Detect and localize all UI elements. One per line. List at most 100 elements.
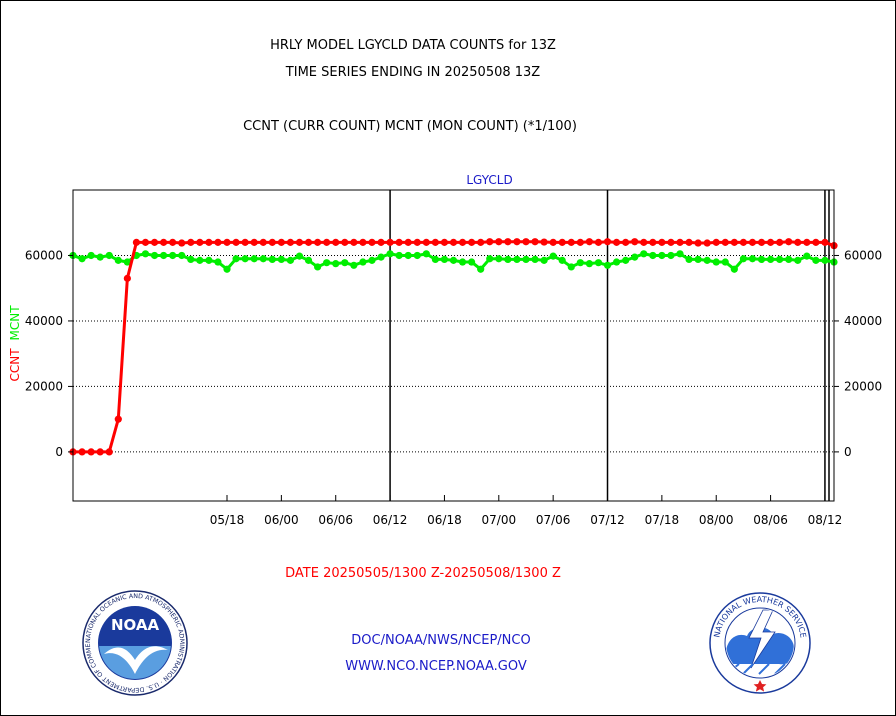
data-point-ccnt (341, 238, 349, 246)
data-point-ccnt (449, 238, 458, 246)
data-point-mcnt (223, 265, 231, 273)
data-point-mcnt (205, 256, 213, 264)
data-point-ccnt (803, 238, 811, 246)
data-point-mcnt (159, 251, 168, 260)
data-point-ccnt (404, 238, 412, 246)
data-point-ccnt (350, 238, 358, 246)
data-point-ccnt (359, 238, 367, 246)
data-point-mcnt (323, 259, 331, 267)
x-tick-label: 08/06 (753, 513, 788, 527)
data-point-mcnt (187, 255, 195, 264)
chart-title-line2: TIME SERIES ENDING IN 20250508 13Z (285, 65, 541, 80)
data-point-ccnt (721, 238, 729, 246)
data-point-ccnt (132, 238, 141, 246)
data-point-mcnt (794, 256, 802, 264)
panel-title: LGYCLD (466, 173, 512, 187)
x-tick-label: 07/00 (482, 513, 517, 527)
noaa-logo-text: NOAA (111, 616, 160, 634)
date-range-label: DATE 20250505/1300 Z-20250508/1300 Z (285, 566, 561, 581)
data-point-mcnt (468, 258, 476, 266)
chart-subtitle: CCNT (CURR COUNT) MCNT (MON COUNT) (*1/1… (243, 119, 577, 134)
series-ccnt (69, 238, 838, 456)
data-point-mcnt (766, 255, 775, 264)
data-point-ccnt (513, 238, 521, 246)
data-point-ccnt (169, 238, 177, 246)
data-point-ccnt (649, 238, 657, 246)
noaa-logo[interactable]: NOAA NATIONAL OCEANIC AND ATMOSPHERIC AD… (82, 590, 188, 696)
y-tick-label-right: 0 (844, 445, 852, 459)
data-point-mcnt (821, 256, 829, 264)
nws-logo[interactable]: NATIONAL WEATHER SERVICE (709, 592, 811, 694)
data-point-mcnt (413, 251, 421, 260)
data-point-mcnt (169, 251, 177, 260)
data-point-mcnt (431, 255, 439, 264)
x-tick-label: 07/12 (590, 513, 625, 527)
data-point-mcnt (368, 256, 376, 264)
data-point-mcnt (250, 255, 258, 263)
data-point-mcnt (622, 256, 630, 264)
data-point-ccnt (96, 448, 104, 456)
data-point-ccnt (486, 238, 494, 246)
data-point-ccnt (87, 448, 95, 456)
website-link[interactable]: WWW.NCO.NCEP.NOAA.GOV (345, 659, 527, 674)
data-point-ccnt (812, 238, 820, 246)
data-point-mcnt (730, 265, 738, 273)
data-point-ccnt (332, 238, 340, 246)
data-point-ccnt (250, 238, 258, 246)
data-point-mcnt (739, 255, 748, 263)
data-point-mcnt (422, 250, 430, 258)
data-point-mcnt (812, 256, 820, 264)
data-point-ccnt (785, 238, 793, 246)
data-point-ccnt (259, 238, 267, 246)
data-point-mcnt (712, 258, 720, 266)
data-point-ccnt (703, 239, 711, 247)
data-point-ccnt (757, 238, 766, 246)
data-point-ccnt (712, 238, 720, 246)
data-point-mcnt (78, 255, 86, 263)
data-point-mcnt (513, 255, 521, 264)
data-point-mcnt (395, 251, 403, 260)
data-point-mcnt (96, 253, 104, 261)
data-point-mcnt (567, 263, 575, 271)
data-point-mcnt (286, 256, 295, 264)
data-point-mcnt (631, 253, 639, 261)
data-point-ccnt (468, 238, 476, 246)
data-point-mcnt (123, 258, 131, 266)
data-point-ccnt (150, 238, 159, 246)
data-point-mcnt (332, 260, 340, 268)
series-mcnt (69, 250, 838, 273)
data-point-mcnt (685, 255, 693, 264)
data-point-mcnt (404, 251, 412, 260)
data-point-mcnt (504, 255, 512, 264)
y-tick-label-right: 60000 (844, 248, 882, 262)
data-point-mcnt (531, 255, 539, 264)
data-point-ccnt (676, 238, 684, 246)
data-point-mcnt (449, 256, 458, 264)
data-point-mcnt (549, 252, 557, 260)
data-point-ccnt (178, 239, 186, 247)
data-point-mcnt (649, 251, 657, 260)
axis-labels: 0 0 20000 20000 40000 40000 60000 60000 05/18 06/… (25, 248, 882, 527)
x-tick-label: 08/00 (699, 513, 734, 527)
data-point-mcnt (105, 251, 113, 260)
data-point-mcnt (667, 251, 675, 260)
data-point-ccnt (223, 238, 231, 246)
data-point-mcnt (640, 250, 648, 258)
data-point-mcnt (576, 259, 584, 267)
data-point-ccnt (766, 238, 775, 246)
data-point-ccnt (286, 238, 295, 246)
x-tick-label: 06/06 (318, 513, 353, 527)
data-point-ccnt (368, 238, 376, 246)
data-point-ccnt (159, 238, 168, 246)
data-point-ccnt (522, 238, 530, 246)
data-point-ccnt (123, 274, 131, 282)
y-axis-label-ccnt: CCNT (8, 348, 22, 382)
data-point-mcnt (314, 263, 322, 271)
org-path-link[interactable]: DOC/NOAA/NWS/NCEP/NCO (351, 633, 531, 648)
data-point-mcnt (440, 255, 449, 264)
data-point-ccnt (776, 238, 784, 246)
data-point-ccnt (422, 238, 430, 246)
y-tick-label-right: 40000 (844, 314, 882, 328)
x-tick-label: 07/18 (645, 513, 680, 527)
data-point-mcnt (585, 260, 593, 268)
